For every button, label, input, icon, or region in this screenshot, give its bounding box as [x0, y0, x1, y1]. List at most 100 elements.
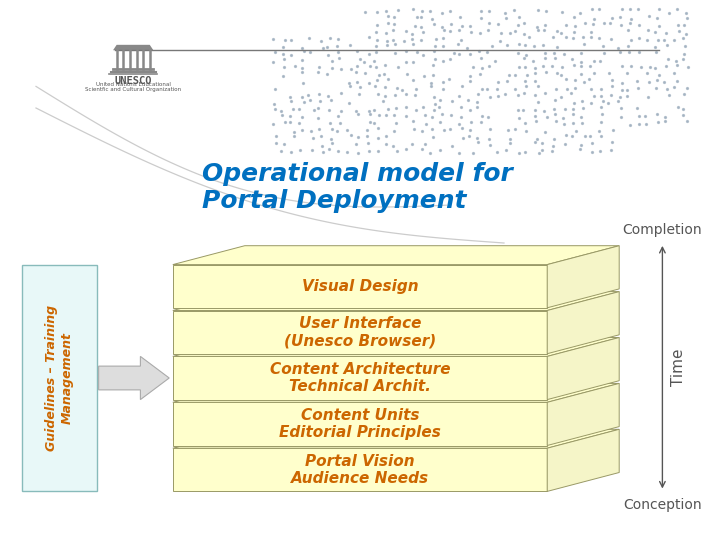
Point [501, 40, 513, 49]
Point [390, 49, 401, 57]
Point [490, 56, 501, 65]
Point [492, 20, 503, 29]
Point [631, 104, 642, 112]
Point [453, 50, 464, 58]
Point [361, 131, 373, 140]
Point [555, 92, 567, 101]
Point [585, 99, 597, 107]
FancyBboxPatch shape [22, 265, 97, 491]
Point [364, 79, 375, 87]
Point [279, 55, 290, 64]
Point [462, 43, 473, 52]
Point [492, 148, 503, 157]
Point [407, 139, 418, 148]
Polygon shape [173, 383, 619, 402]
Point [661, 41, 672, 50]
Point [560, 75, 572, 83]
Point [462, 96, 474, 104]
Polygon shape [173, 429, 619, 448]
Point [613, 44, 624, 52]
Point [659, 117, 670, 126]
Point [270, 105, 282, 113]
Point [540, 53, 552, 62]
Point [672, 21, 684, 30]
Point [434, 118, 446, 126]
Point [603, 69, 615, 77]
Point [351, 77, 363, 86]
Point [670, 57, 682, 65]
Point [382, 18, 394, 27]
Point [537, 62, 549, 70]
Point [575, 57, 587, 66]
Point [678, 21, 690, 29]
Point [471, 103, 482, 111]
Point [559, 140, 571, 149]
Point [276, 107, 287, 116]
Point [369, 57, 380, 65]
Point [513, 20, 524, 29]
Point [333, 48, 344, 57]
Point [408, 57, 419, 66]
Point [296, 56, 307, 64]
Point [568, 12, 580, 21]
Point [680, 9, 692, 17]
Point [664, 91, 675, 99]
Point [438, 25, 449, 34]
Point [606, 14, 618, 23]
Point [344, 40, 356, 49]
Point [428, 92, 440, 101]
Point [681, 14, 693, 23]
Point [530, 69, 541, 78]
Point [616, 86, 628, 94]
Point [354, 83, 366, 91]
Point [410, 105, 422, 114]
Point [426, 14, 438, 23]
Point [378, 96, 390, 105]
Point [275, 147, 287, 156]
Point [585, 132, 596, 140]
Point [557, 62, 568, 71]
Point [312, 104, 324, 113]
Point [363, 33, 374, 42]
Point [512, 49, 523, 57]
Point [537, 40, 549, 49]
Point [306, 146, 318, 154]
Point [285, 36, 297, 44]
Point [541, 112, 553, 121]
Point [268, 58, 279, 66]
Point [464, 71, 475, 80]
Point [583, 75, 595, 83]
Point [649, 64, 661, 72]
Point [429, 42, 441, 50]
Point [368, 118, 379, 127]
Point [351, 62, 363, 70]
Point [518, 89, 530, 98]
Point [576, 119, 588, 127]
Point [500, 146, 511, 154]
Point [285, 50, 297, 59]
Point [410, 85, 422, 93]
Point [317, 141, 328, 150]
Point [297, 78, 309, 87]
Point [595, 103, 606, 112]
Point [269, 48, 280, 56]
Point [407, 30, 418, 38]
Point [411, 48, 423, 56]
Text: Content Architecture
Technical Archit.: Content Architecture Technical Archit. [270, 362, 450, 394]
Point [504, 134, 516, 143]
Point [437, 57, 449, 65]
Point [285, 97, 297, 106]
Point [588, 57, 600, 66]
Point [518, 54, 530, 63]
Point [361, 126, 373, 134]
Point [342, 126, 354, 134]
Point [659, 113, 670, 122]
Point [456, 22, 468, 30]
Point [482, 48, 493, 57]
Point [492, 92, 504, 100]
Point [296, 68, 307, 76]
Point [419, 111, 431, 119]
Point [593, 34, 605, 43]
Point [437, 85, 449, 93]
Point [364, 110, 376, 119]
